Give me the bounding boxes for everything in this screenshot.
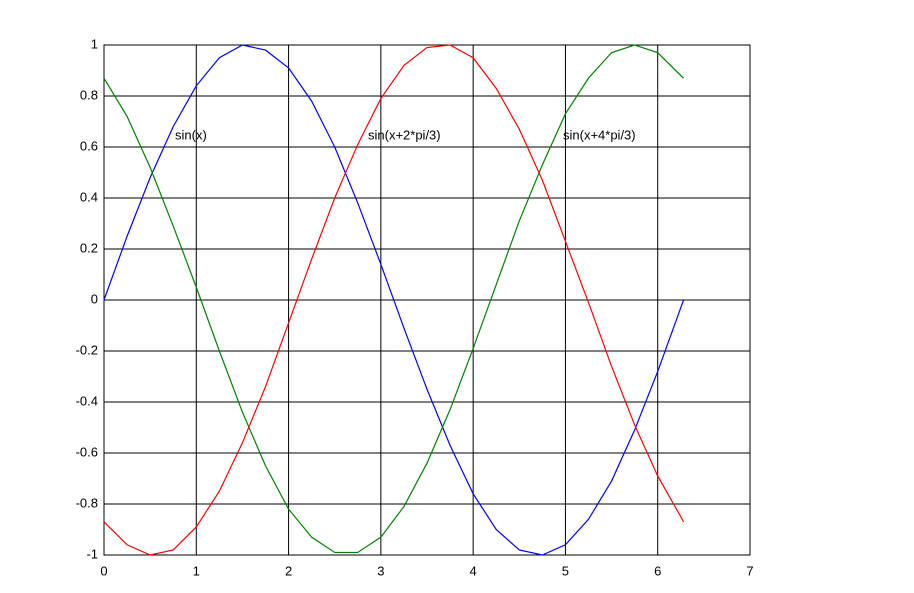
y-tick-label: 1 [91,36,98,51]
annotation: sin(x) [175,127,207,142]
y-tick-label: -0.6 [76,444,98,459]
series-line [103,44,684,554]
y-tick-label: 0.6 [80,138,98,153]
annotation: sin(x+4*pi/3) [563,127,636,142]
annotation: sin(x+2*pi/3) [368,127,441,142]
y-tick-label: 0.2 [80,240,98,255]
x-tick-label: 3 [377,563,384,578]
y-tick-label: -0.8 [76,495,98,510]
y-tick-label: 0.4 [80,189,98,204]
x-tick-label: 5 [562,563,569,578]
x-tick-label: 4 [470,563,477,578]
x-tick-label: 2 [285,563,292,578]
series-line [103,44,685,556]
x-tick-label: 6 [654,563,661,578]
y-tick-label: 0.8 [80,87,98,102]
y-tick-label: -1 [86,546,98,561]
x-tick-label: 1 [193,563,200,578]
y-tick-label: 0 [91,291,98,306]
series-line [103,44,685,556]
y-tick-label: -0.4 [76,393,98,408]
x-tick-label: 7 [746,563,753,578]
x-tick-label: 0 [100,563,107,578]
y-tick-label: -0.2 [76,342,98,357]
